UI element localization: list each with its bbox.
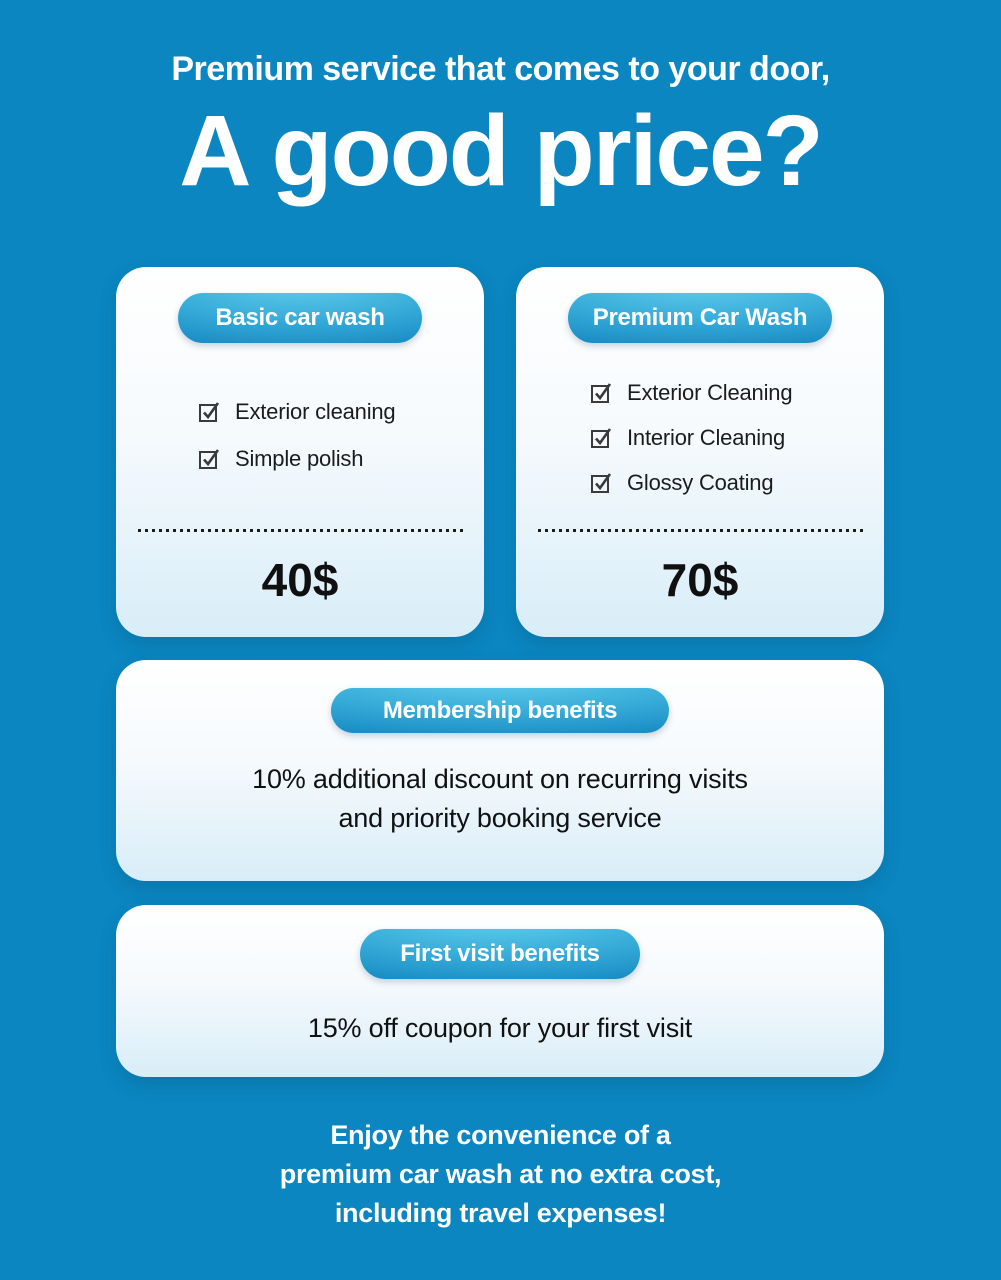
feature-row: Exterior cleaning	[198, 399, 396, 425]
feature-row: Interior Cleaning	[590, 425, 792, 451]
checkbox-checked-icon	[591, 473, 612, 493]
first-visit-benefits-line1: 15% off coupon for your first visit	[307, 1013, 693, 1043]
premium-plan-badge[interactable]: Premium Car Wash	[568, 293, 832, 343]
feature-label: Simple polish	[235, 446, 364, 471]
outro-line1: Enjoy the convenience of a	[330, 1120, 671, 1150]
membership-benefits-badge[interactable]: Membership benefits	[331, 688, 669, 733]
feature-row: Simple polish	[198, 446, 395, 472]
dotted-separator	[538, 529, 866, 532]
feature-label: Exterior cleaning	[235, 399, 396, 424]
header-subtitle: Premium service that comes to your door,	[171, 50, 830, 88]
membership-benefits-card: Membership benefits 10% additional disco…	[116, 660, 884, 881]
membership-benefits-text: 10% additional discount on recurring vis…	[116, 760, 884, 838]
first-visit-benefits-badge[interactable]: First visit benefits	[360, 929, 640, 979]
page-title: A good price?	[179, 95, 824, 207]
premium-plan-card: Premium Car Wash Exterior Cleaning Inter…	[516, 267, 884, 637]
basic-plan-price: 40$	[261, 554, 339, 606]
first-visit-benefits-card: First visit benefits 15% off coupon for …	[116, 905, 884, 1077]
checkbox-checked-icon	[591, 428, 612, 448]
basic-plan-badge[interactable]: Basic car wash	[178, 293, 422, 343]
feature-label: Interior Cleaning	[627, 425, 786, 450]
membership-benefits-line1: 10% additional discount on recurring vis…	[252, 764, 748, 794]
checkbox-checked-icon	[199, 402, 220, 422]
outro-text: Enjoy the convenience of a premium car w…	[0, 1116, 1001, 1233]
feature-row: Glossy Coating	[590, 470, 792, 496]
feature-label: Glossy Coating	[627, 470, 774, 495]
membership-benefits-line2: and priority booking service	[338, 803, 662, 833]
premium-feature-list: Exterior Cleaning Interior Cleaning Glos…	[590, 380, 793, 496]
basic-plan-card: Basic car wash Exterior cleaning Simple …	[116, 267, 484, 637]
dotted-separator	[138, 529, 466, 532]
outro-line2: premium car wash at no extra cost,	[279, 1159, 722, 1189]
feature-row: Exterior Cleaning	[590, 380, 793, 406]
premium-plan-price: 70$	[661, 554, 739, 606]
basic-feature-list: Exterior cleaning Simple polish	[198, 399, 396, 472]
first-visit-benefits-text: 15% off coupon for your first visit	[116, 1009, 884, 1048]
outro-line3: including travel expenses!	[334, 1198, 667, 1228]
feature-label: Exterior Cleaning	[627, 380, 793, 405]
checkbox-checked-icon	[591, 383, 612, 403]
checkbox-checked-icon	[199, 449, 220, 469]
